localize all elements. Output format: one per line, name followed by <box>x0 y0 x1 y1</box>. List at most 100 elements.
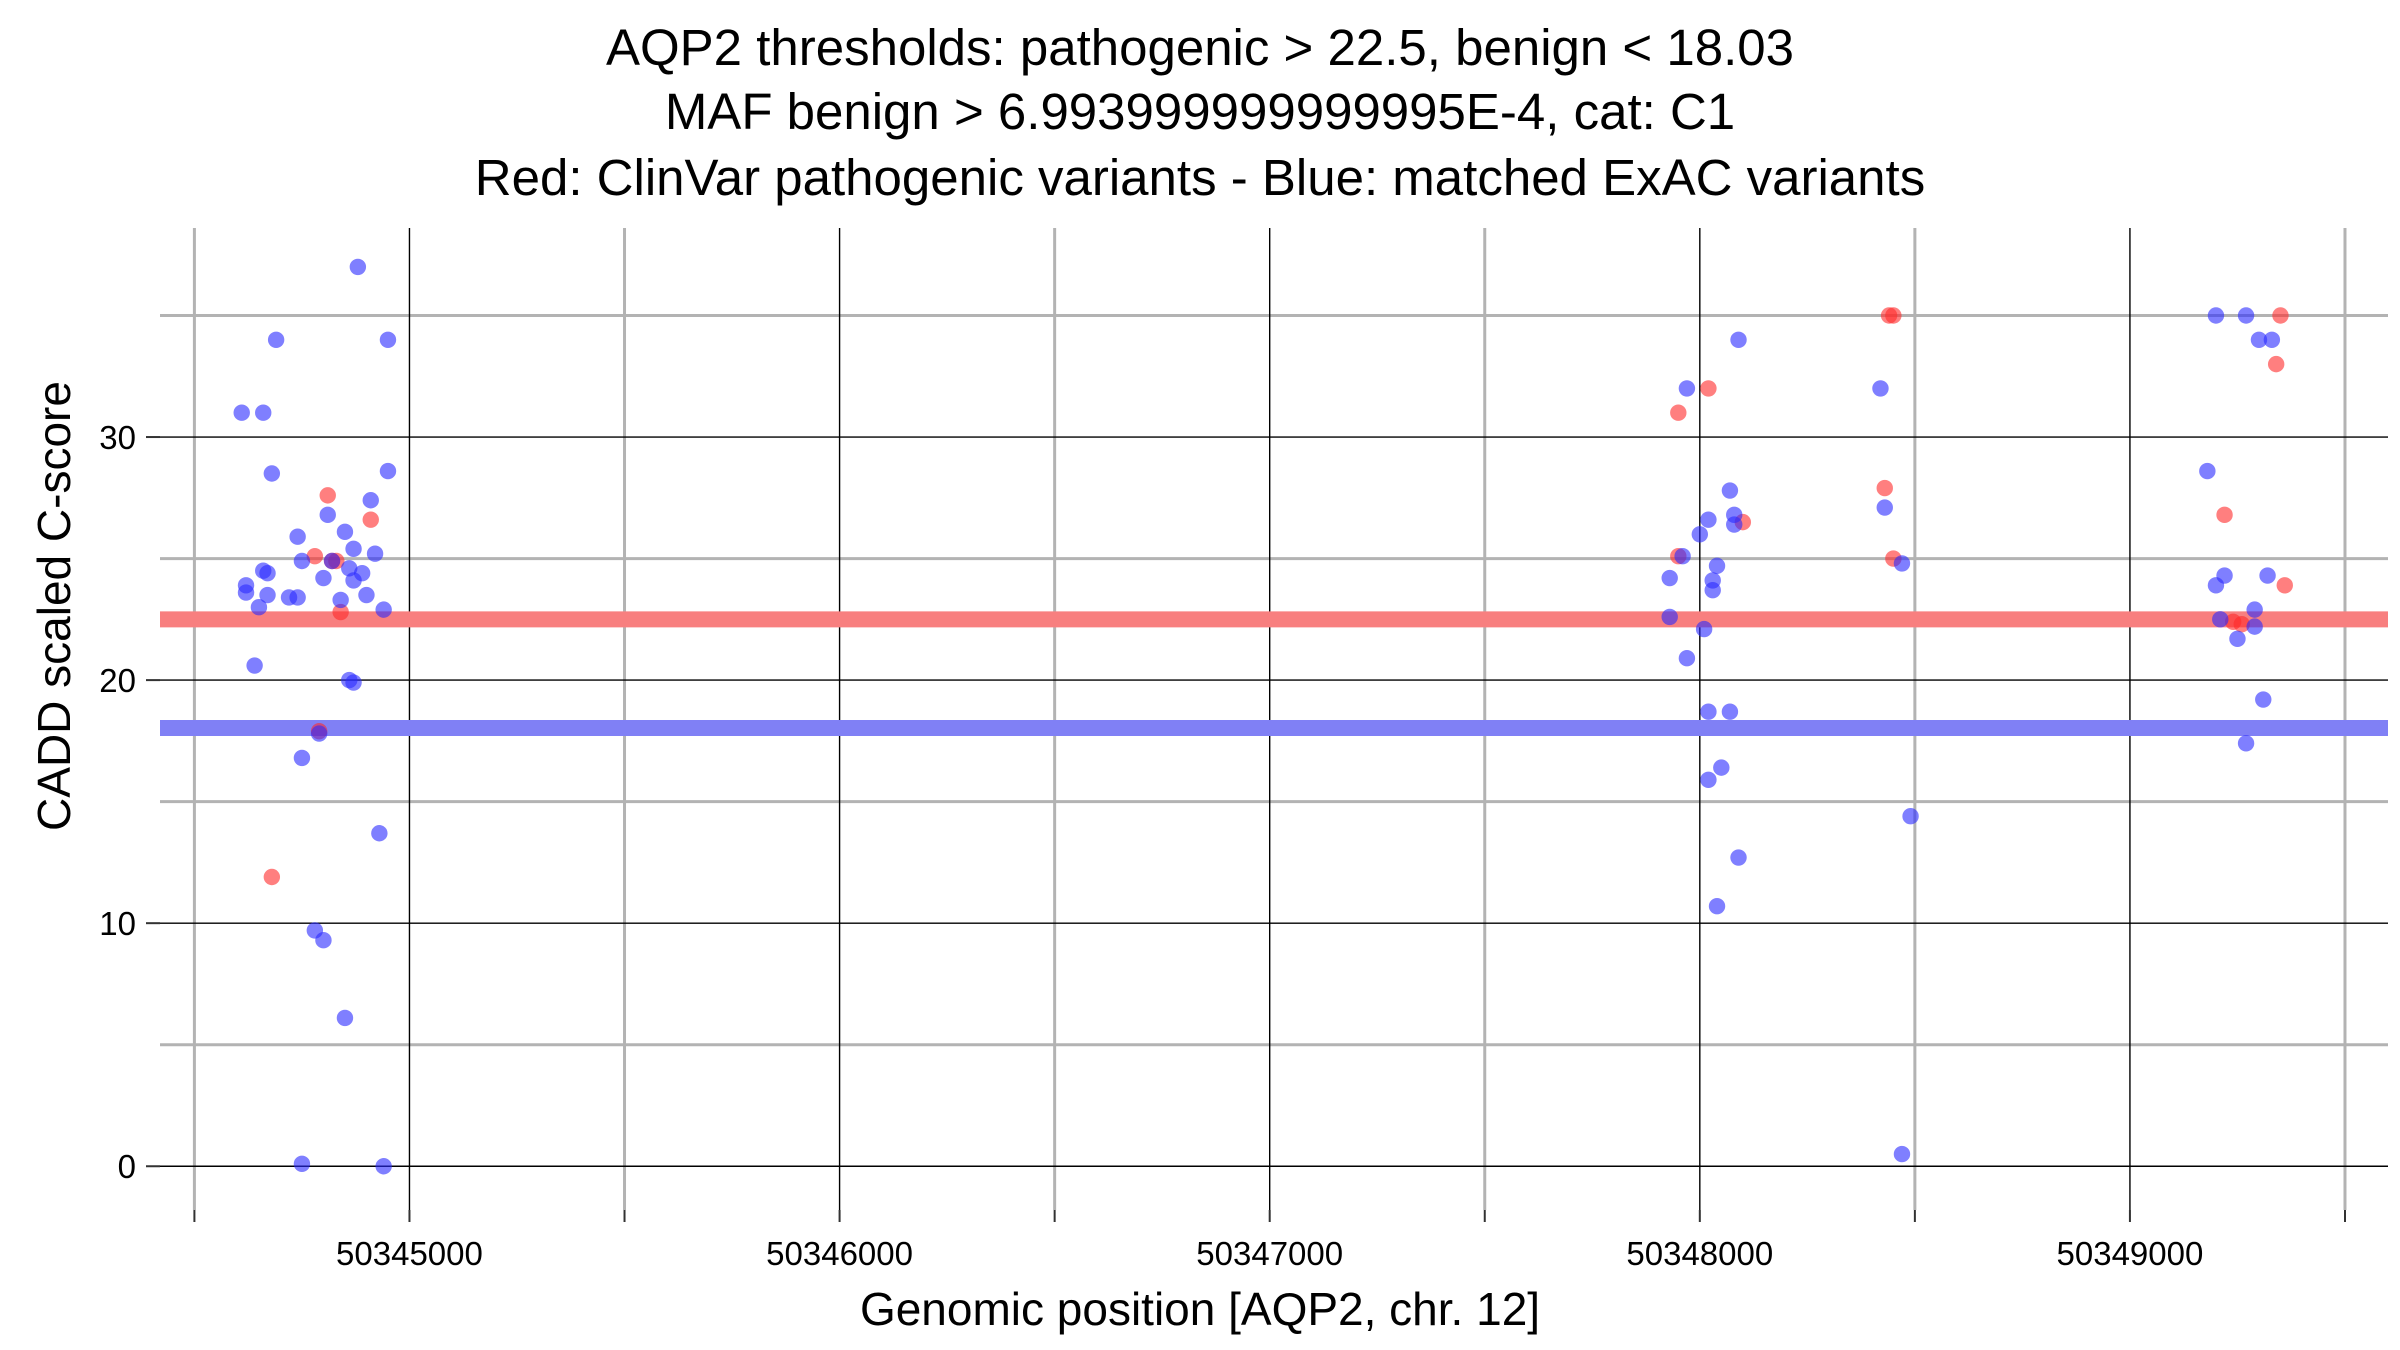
exac-point <box>2216 567 2233 584</box>
chart-title-line-3: Red: ClinVar pathogenic variants - Blue:… <box>474 149 1926 206</box>
clinvar-point <box>306 547 324 565</box>
clinvar-point <box>2233 616 2250 633</box>
clinvar-point <box>1670 404 1687 421</box>
exac-point <box>250 598 268 616</box>
clinvar-point <box>1700 380 1717 397</box>
exac-point <box>319 506 336 524</box>
clinvar-point <box>1876 479 1893 497</box>
exac-point <box>1700 703 1717 720</box>
exac-point <box>375 601 392 618</box>
exac-point <box>2199 462 2216 480</box>
x-tick-label: 50349000 <box>2057 1235 2204 1272</box>
exac-point <box>366 545 384 562</box>
exac-point <box>1872 380 1889 397</box>
exac-point <box>1730 331 1747 349</box>
clinvar-points <box>263 307 2293 886</box>
y-tick-label: 20 <box>99 662 136 699</box>
exac-point <box>1661 569 1678 587</box>
x-axis-label: Genomic position [AQP2, chr. 12] <box>859 1283 1541 1335</box>
exac-point <box>379 462 397 480</box>
y-tick-label: 30 <box>99 419 136 456</box>
exac-point <box>349 258 367 276</box>
exac-point <box>336 523 354 541</box>
exac-point <box>310 725 328 742</box>
exac-point <box>267 331 285 349</box>
exac-point <box>1700 511 1717 528</box>
exac-point <box>362 492 379 509</box>
exac-point <box>315 569 332 587</box>
exac-point <box>2237 307 2255 324</box>
exac-point <box>353 564 371 582</box>
exac-point <box>259 564 276 582</box>
chart-title-line-2: MAF benign > 6.993999999999995E-4, cat: … <box>664 83 1736 140</box>
exac-point <box>2263 331 2281 349</box>
exac-point <box>1708 557 1726 575</box>
exac-points <box>233 258 2281 1175</box>
clinvar-point <box>2267 355 2285 373</box>
exac-point <box>1704 581 1721 599</box>
exac-point <box>2212 611 2229 628</box>
exac-point <box>358 586 375 604</box>
x-tick-label: 50345000 <box>336 1235 483 1272</box>
clinvar-point <box>2216 506 2233 524</box>
exac-point <box>237 584 255 601</box>
exac-point <box>1893 555 1911 572</box>
clinvar-point <box>362 511 379 528</box>
clinvar-point <box>263 868 281 886</box>
exac-point <box>2259 567 2276 584</box>
exac-point <box>2255 691 2272 708</box>
exac-point <box>1700 771 1717 788</box>
x-tick-label: 50346000 <box>766 1235 913 1272</box>
exac-point <box>323 552 341 570</box>
exac-point <box>293 552 311 570</box>
exac-point <box>1876 499 1893 516</box>
exac-point <box>1678 380 1696 397</box>
exac-point <box>1695 620 1713 638</box>
exac-point <box>1674 547 1691 565</box>
exac-point <box>289 589 306 606</box>
exac-point <box>293 1155 311 1173</box>
x-tick-label: 50347000 <box>1196 1235 1343 1272</box>
tick-labels: 50345000 50346000 50347000 50348000 50349000… <box>99 419 2203 1272</box>
exac-point <box>1721 703 1739 720</box>
exac-point <box>336 1009 354 1027</box>
exac-point <box>1691 526 1709 543</box>
exac-point <box>289 528 306 545</box>
clinvar-point <box>332 603 349 621</box>
clinvar-point <box>2276 577 2293 594</box>
minor-gridlines <box>160 228 2388 1210</box>
exac-point <box>263 465 281 482</box>
exac-point <box>2246 601 2263 618</box>
major-gridlines <box>160 228 2388 1210</box>
exac-point <box>379 331 397 349</box>
exac-point <box>1678 650 1696 667</box>
exac-point <box>1721 482 1739 499</box>
exac-point <box>371 825 388 842</box>
axis-ticks <box>146 436 2346 1222</box>
exac-point <box>1893 1145 1911 1163</box>
exac-point <box>2229 630 2246 647</box>
exac-point <box>246 657 263 674</box>
chart-title-line-1: AQP2 thresholds: pathogenic > 22.5, beni… <box>605 19 1795 76</box>
exac-point <box>315 931 332 949</box>
y-tick-label: 0 <box>118 1148 136 1185</box>
exac-point <box>255 404 272 421</box>
exac-point <box>1726 516 1743 533</box>
exac-point <box>233 404 250 421</box>
exac-point <box>332 591 349 609</box>
y-axis-label: CADD scaled C-score <box>28 381 80 831</box>
clinvar-point <box>2272 307 2289 324</box>
clinvar-point <box>1885 307 1902 324</box>
exac-point <box>1713 759 1730 776</box>
exac-point <box>2250 331 2268 349</box>
exac-point <box>345 540 362 558</box>
exac-point <box>1730 849 1747 866</box>
exac-point <box>2246 618 2263 635</box>
exac-point <box>2237 735 2255 752</box>
y-tick-label: 10 <box>99 905 136 942</box>
x-tick-label: 50348000 <box>1626 1235 1773 1272</box>
exac-point <box>293 749 311 767</box>
exac-point <box>1661 608 1678 626</box>
exac-point <box>345 674 362 691</box>
